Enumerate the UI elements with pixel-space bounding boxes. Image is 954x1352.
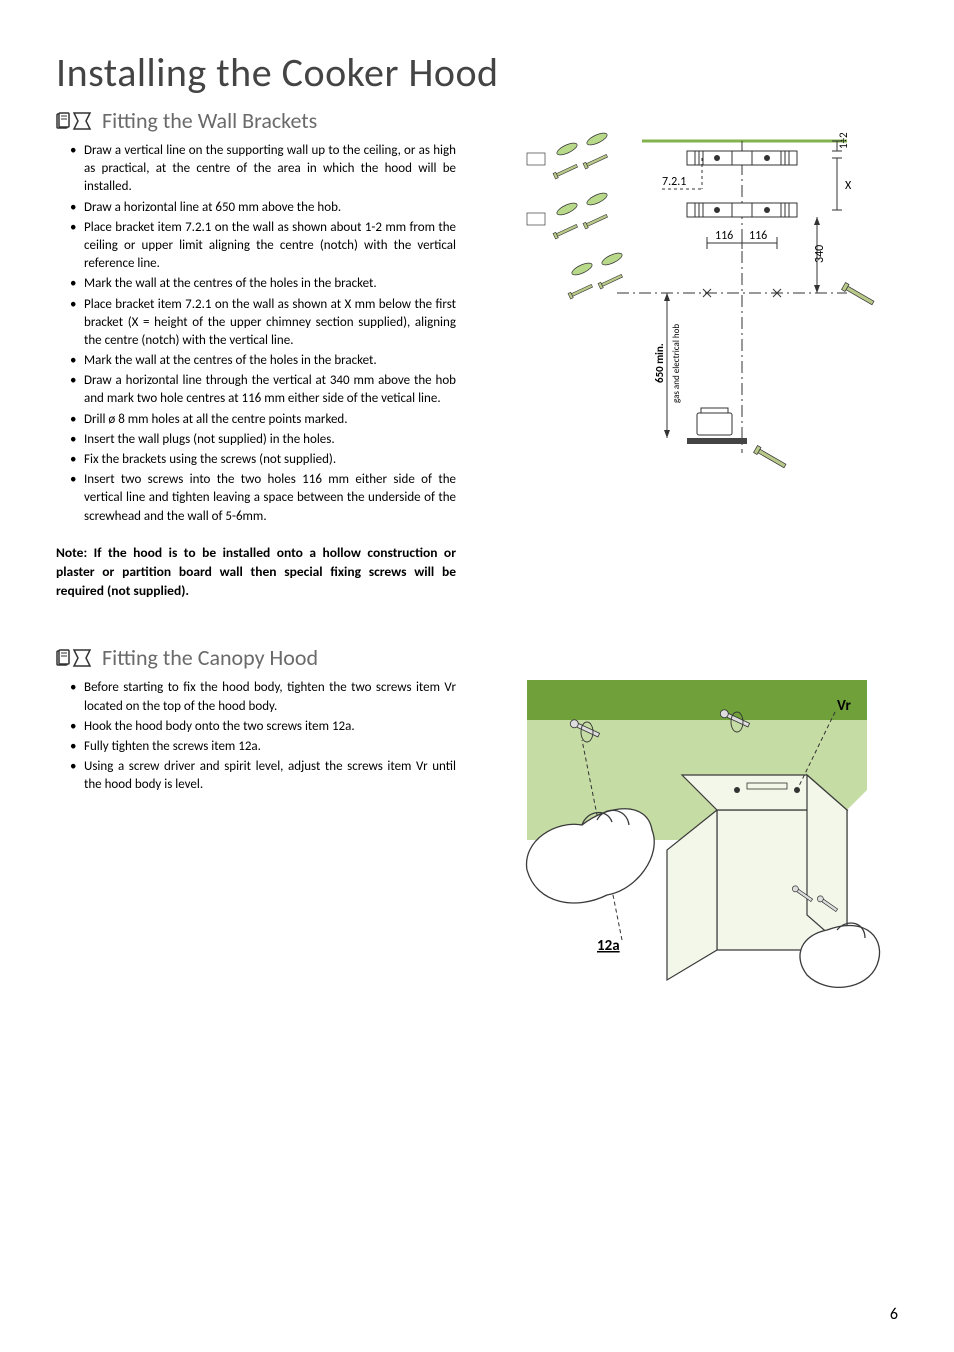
label-12a: 12a <box>597 937 620 955</box>
section-canopy-hood: Fitting the Canopy Hood Before starting … <box>56 640 898 1000</box>
list-item: Place bracket item 7.2.1 on the wall as … <box>70 296 456 351</box>
list-item: Fix the brackets using the screws (not s… <box>70 451 456 469</box>
section1-heading: Fitting the Wall Brackets <box>56 107 456 134</box>
label-vr: Vr <box>837 697 851 715</box>
list-item: Mark the wall at the centres of the hole… <box>70 352 456 370</box>
list-item: Fully tighten the screws item 12a. <box>70 738 456 756</box>
section2-figure: Vr 12a <box>476 640 898 1000</box>
section2-text: Fitting the Canopy Hood Before starting … <box>56 640 456 1000</box>
section-wall-brackets: Fitting the Wall Brackets Draw a vertica… <box>56 103 898 600</box>
label-dim-x: X <box>845 179 852 193</box>
manual-icon <box>56 110 92 132</box>
list-item: Before starting to fix the hood body, ti… <box>70 679 456 715</box>
list-item: Place bracket item 7.2.1 on the wall as … <box>70 219 456 274</box>
label-bracket-ref: 7.2.1 <box>662 175 686 189</box>
canopy-diagram: Vr 12a <box>487 660 887 1000</box>
label-dim-116r: 116 <box>749 229 767 243</box>
section1-bullets: Draw a vertical line on the supporting w… <box>56 142 456 526</box>
section1-note: Note: If the hood is to be installed ont… <box>56 544 456 601</box>
label-dim-116l: 116 <box>715 229 733 243</box>
label-dim-650: 650 min. <box>653 343 666 383</box>
list-item: Hook the hood body onto the two screws i… <box>70 718 456 736</box>
list-item: Draw a horizontal line through the verti… <box>70 372 456 408</box>
list-item: Insert two screws into the two holes 116… <box>70 471 456 526</box>
label-dim-top: 1÷2 <box>837 132 850 149</box>
label-dim-340: 340 <box>813 245 827 263</box>
list-item: Draw a horizontal line at 650 mm above t… <box>70 199 456 217</box>
section1-figure: 7.2.1 116 116 <box>476 103 898 600</box>
manual-icon <box>56 647 92 669</box>
section2-heading-text: Fitting the Canopy Hood <box>102 644 318 671</box>
label-dim-hob: gas and electrical hob <box>671 324 682 403</box>
bracket-diagram: 7.2.1 116 116 <box>487 123 887 483</box>
section2-bullets: Before starting to fix the hood body, ti… <box>56 679 456 794</box>
page-number: 6 <box>890 1305 898 1324</box>
section2-heading: Fitting the Canopy Hood <box>56 644 456 671</box>
section1-text: Fitting the Wall Brackets Draw a vertica… <box>56 103 456 600</box>
list-item: Drill ø 8 mm holes at all the centre poi… <box>70 411 456 429</box>
list-item: Using a screw driver and spirit level, a… <box>70 758 456 794</box>
page-title: Installing the Cooker Hood <box>56 48 898 97</box>
list-item: Draw a vertical line on the supporting w… <box>70 142 456 197</box>
section1-heading-text: Fitting the Wall Brackets <box>102 107 317 134</box>
list-item: Mark the wall at the centres of the hole… <box>70 275 456 293</box>
list-item: Insert the wall plugs (not supplied) in … <box>70 431 456 449</box>
anchor-cluster-icon <box>527 131 624 299</box>
